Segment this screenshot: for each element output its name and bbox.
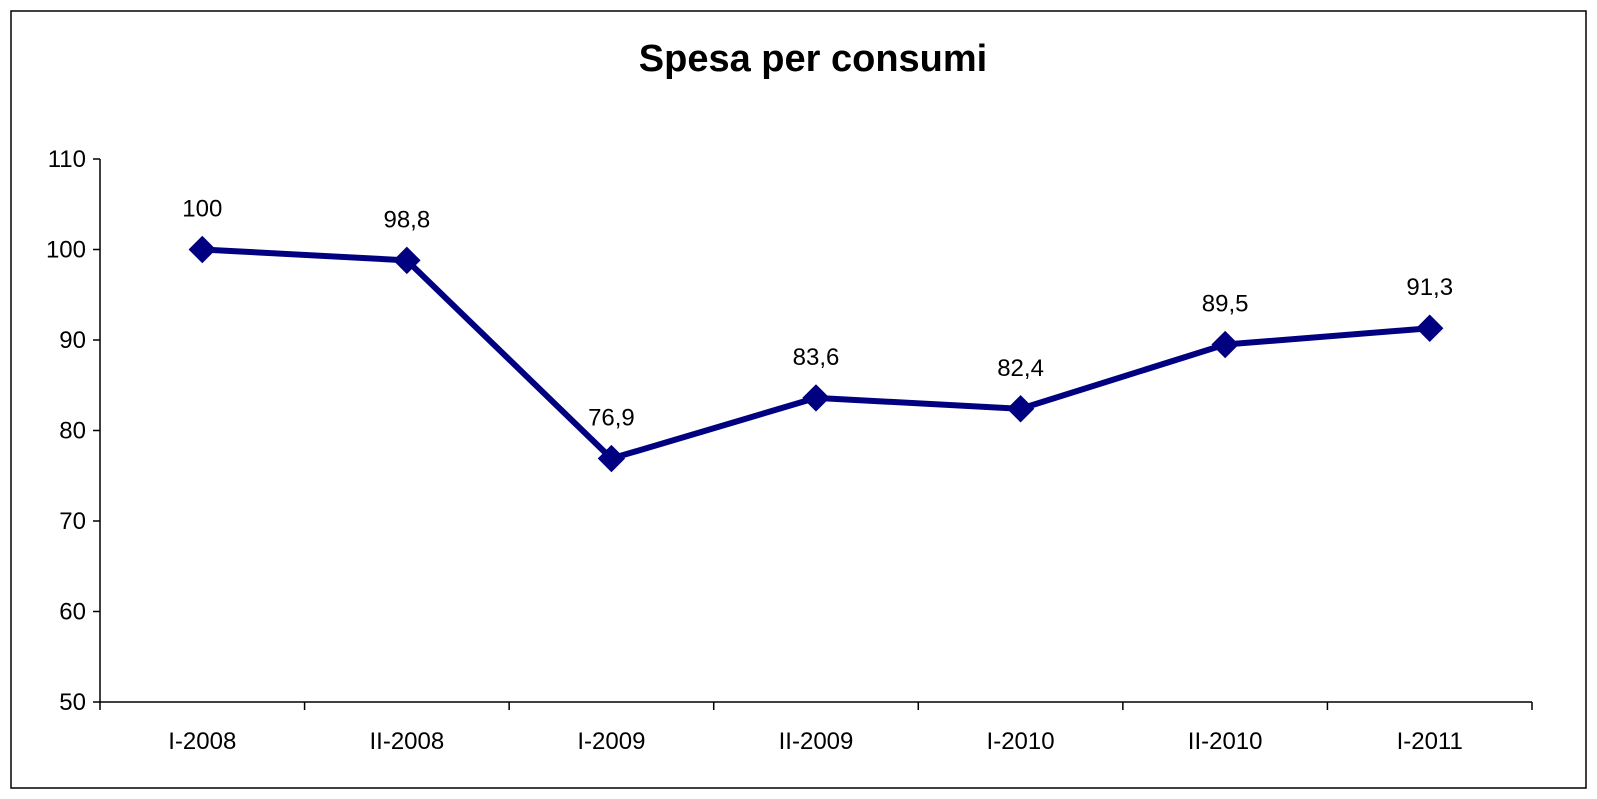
series-layer <box>188 235 1444 473</box>
data-label: 98,8 <box>383 206 430 233</box>
chart-border <box>10 10 1587 789</box>
data-label: 83,6 <box>793 344 840 371</box>
x-tick-label: I-2008 <box>168 728 236 755</box>
data-label: 100 <box>182 196 222 223</box>
data-point-marker <box>1211 330 1239 359</box>
y-tick-label: 80 <box>59 418 86 445</box>
data-label: 82,4 <box>997 355 1044 382</box>
y-tick-label: 110 <box>48 146 86 173</box>
x-tick-label: II-2010 <box>1188 728 1263 755</box>
x-axis: I-2008 II-2008 I-2009 II-2009 I-2010 II-2010 I… <box>99 701 1533 755</box>
data-point-marker <box>597 444 626 473</box>
y-tick-label: 50 <box>59 689 86 716</box>
y-tick-label: 60 <box>59 599 86 626</box>
data-point-marker <box>1416 314 1444 342</box>
data-point-marker <box>1006 395 1035 423</box>
data-point-marker <box>188 235 216 264</box>
y-axis: 50 60 70 80 90 100 110 <box>46 146 101 716</box>
data-label: 91,3 <box>1406 274 1453 301</box>
x-tick-label: I-2010 <box>987 728 1055 755</box>
data-point-marker <box>393 246 421 275</box>
y-tick-label: 100 <box>46 237 86 264</box>
y-tick-label: 90 <box>59 327 86 354</box>
data-label: 76,9 <box>588 405 635 432</box>
x-tick-label: I-2011 <box>1397 728 1463 755</box>
chart-title: Spesa per consumi <box>639 38 987 80</box>
x-tick-label: II-2009 <box>779 728 854 755</box>
y-tick-label: 70 <box>59 508 86 535</box>
data-label: 89,5 <box>1202 291 1249 318</box>
data-labels: 100 98,8 76,9 83,6 82,4 89,5 91,3 <box>182 196 1453 432</box>
data-point-marker <box>802 384 830 412</box>
x-tick-label: I-2009 <box>577 728 645 755</box>
x-tick-label: II-2008 <box>369 728 444 755</box>
